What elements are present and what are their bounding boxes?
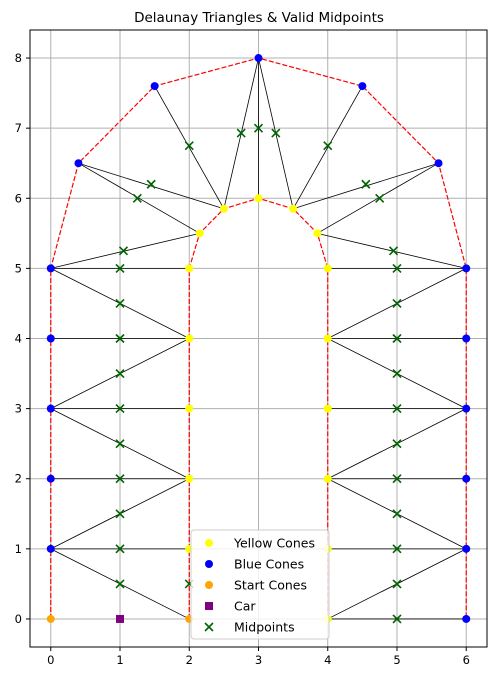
cone-marker bbox=[289, 205, 297, 213]
cone-marker bbox=[462, 475, 470, 483]
x-tick-label: 6 bbox=[463, 653, 470, 667]
cone-marker bbox=[462, 405, 470, 413]
cone-marker bbox=[47, 545, 55, 553]
midpoint-marker bbox=[272, 129, 280, 137]
cone-marker bbox=[205, 581, 213, 589]
y-tick-label: 4 bbox=[15, 332, 22, 346]
cone-marker bbox=[324, 475, 332, 483]
y-tick-label: 0 bbox=[15, 612, 22, 626]
cone-marker bbox=[205, 560, 213, 568]
cone-marker bbox=[324, 264, 332, 272]
cone-marker bbox=[185, 405, 193, 413]
cone-marker bbox=[47, 405, 55, 413]
y-tick-label: 1 bbox=[15, 542, 22, 556]
x-tick-label: 2 bbox=[186, 653, 193, 667]
x-tick-label: 5 bbox=[393, 653, 400, 667]
cone-marker bbox=[185, 264, 193, 272]
cone-marker bbox=[47, 475, 55, 483]
y-axis-ticks: 0 1 2 3 4 5 6 7 8 bbox=[15, 51, 30, 626]
midpoint-marker bbox=[147, 180, 155, 188]
cone-marker bbox=[47, 264, 55, 272]
cone-marker bbox=[255, 194, 263, 202]
car-marker bbox=[205, 602, 213, 610]
cone-marker bbox=[205, 539, 213, 547]
triangle-edge bbox=[317, 233, 466, 268]
legend-label: Blue Cones bbox=[234, 557, 304, 572]
x-tick-label: 3 bbox=[255, 653, 262, 667]
cone-marker bbox=[196, 229, 204, 237]
cone-marker bbox=[255, 54, 263, 62]
triangle-edge bbox=[51, 233, 200, 268]
cone-marker bbox=[47, 335, 55, 343]
cone-marker bbox=[324, 335, 332, 343]
cone-marker bbox=[358, 82, 366, 90]
x-axis-ticks: 0 1 2 3 4 5 6 bbox=[47, 647, 470, 667]
cone-marker bbox=[185, 475, 193, 483]
cone-marker bbox=[151, 82, 159, 90]
legend: Yellow Cones Blue Cones Start Cones Car Midp… bbox=[191, 530, 329, 639]
y-tick-label: 2 bbox=[15, 472, 22, 486]
midpoint-marker bbox=[362, 180, 370, 188]
x-tick-label: 4 bbox=[324, 653, 331, 667]
chart-title: Delaunay Triangles & Valid Midpoints bbox=[134, 10, 384, 26]
legend-label: Car bbox=[234, 599, 256, 614]
midpoint-marker bbox=[237, 129, 245, 137]
cone-marker bbox=[313, 229, 321, 237]
y-tick-label: 8 bbox=[15, 51, 22, 65]
y-tick-label: 5 bbox=[15, 261, 22, 275]
y-tick-label: 7 bbox=[15, 121, 22, 135]
cone-marker bbox=[462, 545, 470, 553]
x-tick-label: 1 bbox=[116, 653, 123, 667]
cone-marker bbox=[435, 159, 443, 167]
cone-marker bbox=[220, 205, 228, 213]
cone-marker bbox=[74, 159, 82, 167]
x-tick-label: 0 bbox=[47, 653, 54, 667]
legend-label: Yellow Cones bbox=[233, 536, 315, 551]
cone-marker bbox=[462, 615, 470, 623]
cone-marker bbox=[462, 264, 470, 272]
y-tick-label: 3 bbox=[15, 402, 22, 416]
car-marker bbox=[116, 615, 124, 623]
cone-marker bbox=[462, 335, 470, 343]
cone-marker bbox=[185, 335, 193, 343]
y-tick-label: 6 bbox=[15, 191, 22, 205]
cone-marker bbox=[47, 615, 55, 623]
cone-marker bbox=[324, 405, 332, 413]
legend-label: Midpoints bbox=[234, 620, 295, 635]
legend-label: Start Cones bbox=[234, 578, 307, 593]
